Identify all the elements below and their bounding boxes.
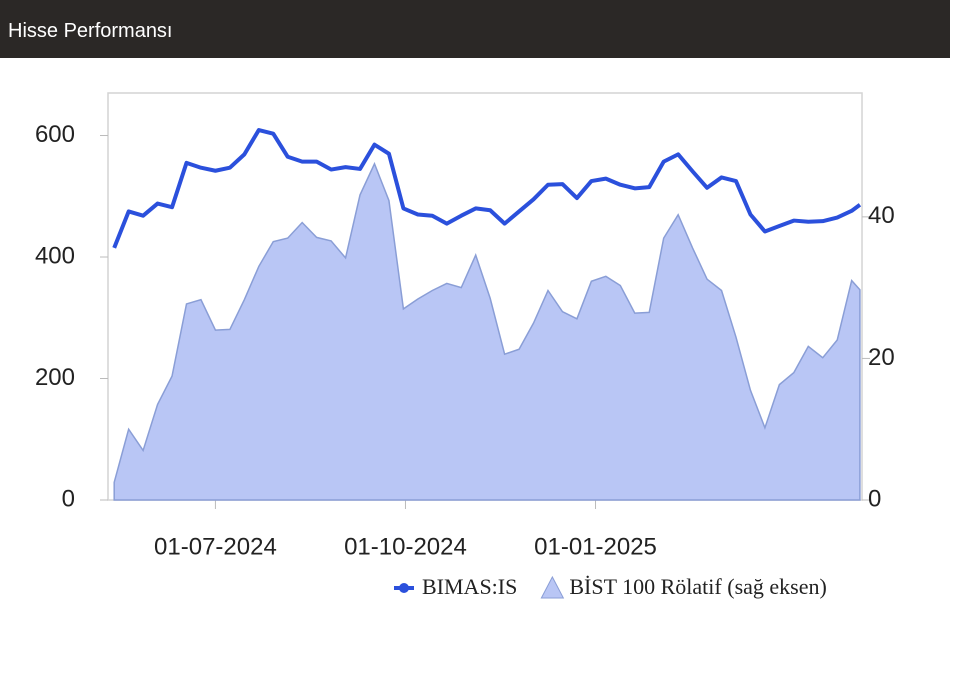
- legend-label: BİST 100 Rölatif (sağ eksen): [569, 574, 826, 599]
- y2-tick-label: 20: [868, 344, 895, 371]
- y-tick-label: 0: [62, 485, 75, 512]
- legend-label: BIMAS:IS: [422, 574, 517, 599]
- y-tick-label: 200: [35, 364, 75, 391]
- y2-tick-label: 0: [868, 485, 881, 512]
- header-title: Hisse Performansı: [0, 0, 950, 58]
- y2-tick-label: 40: [868, 202, 895, 229]
- x-tick-label: 01-01-2025: [534, 533, 657, 560]
- x-tick-label: 01-10-2024: [344, 533, 467, 560]
- x-tick-label: 01-07-2024: [154, 533, 277, 560]
- legend-symbol: [399, 583, 409, 593]
- y-tick-label: 400: [35, 242, 75, 269]
- y-tick-label: 600: [35, 121, 75, 148]
- legend-symbol: [540, 575, 565, 599]
- area: [113, 161, 861, 501]
- line: [112, 128, 862, 249]
